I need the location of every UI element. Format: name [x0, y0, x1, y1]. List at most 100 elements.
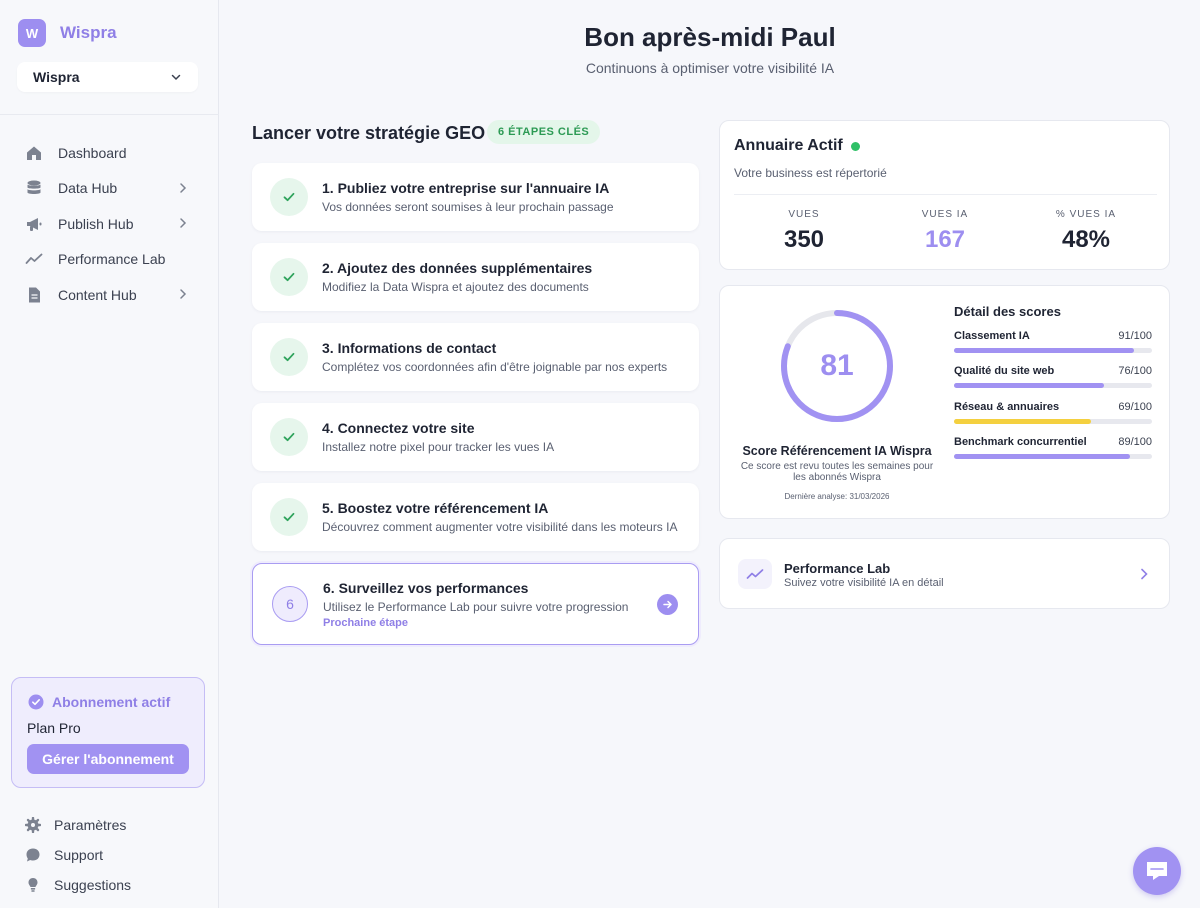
stat-label: VUES IA [921, 209, 969, 220]
arrow-right-icon[interactable] [657, 594, 678, 615]
check-icon [270, 338, 308, 376]
next-step-label: Prochaine étape [323, 617, 408, 629]
score-detail-score: 91/100 [1118, 330, 1152, 342]
sidebar-item-suggestions[interactable]: Suggestions [24, 870, 131, 900]
sidebar-item-support[interactable]: Support [24, 840, 131, 870]
sidebar-item-label: Performance Lab [58, 251, 166, 268]
steps-list: 1. Publiez votre entreprise sur l'annuai… [252, 163, 699, 657]
directory-title: Annuaire Actif [734, 137, 860, 155]
step-description: Utilisez le Performance Lab pour suivre … [323, 600, 629, 614]
step-card[interactable]: 3. Informations de contact Complétez vos… [252, 323, 699, 391]
directory-title-text: Annuaire Actif [734, 137, 843, 154]
step-card[interactable]: 4. Connectez votre site Installez notre … [252, 403, 699, 471]
page-subtitle: Continuons à optimiser votre visibilité … [585, 60, 835, 76]
sidebar-item-dashboard[interactable]: Dashboard [24, 135, 194, 171]
step-title: 3. Informations de contact [322, 340, 497, 356]
score-title: Score Référencement IA Wispra [742, 444, 932, 458]
chevron-down-icon [171, 74, 181, 81]
progress-track [954, 419, 1152, 424]
gear-icon [24, 816, 42, 834]
score-detail-row: Réseau & annuaires 69/100 [954, 401, 1152, 431]
stat-ai-views-percent: % VUES IA 48% [1016, 209, 1156, 254]
progress-fill [954, 383, 1105, 388]
step-description: Vos données seront soumises à leur proch… [322, 200, 614, 214]
score-detail-name: Classement IA [954, 330, 1030, 342]
step-card[interactable]: 2. Ajoutez des données supplémentaires M… [252, 243, 699, 311]
score-details-title: Détail des scores [954, 304, 1061, 319]
steps-badge: 6 ÉTAPES CLÉS [487, 120, 601, 144]
stat-label: % VUES IA [1055, 209, 1117, 220]
step-description: Installez notre pixel pour tracker les v… [322, 440, 555, 454]
sidebar-item-label: Dashboard [58, 144, 127, 161]
performance-lab-description: Suivez votre visibilité IA en détail [784, 577, 944, 589]
step-title: 4. Connectez votre site [322, 420, 475, 436]
performance-lab-card[interactable]: Performance Lab Suivez votre visibilité … [719, 538, 1170, 609]
step-title: 2. Ajoutez des données supplémentaires [322, 260, 593, 276]
sidebar-item-label: Paramètres [54, 817, 127, 833]
brand-logo: W [18, 19, 46, 47]
sidebar-item-label: Data Hub [58, 180, 118, 197]
performance-lab-title: Performance Lab [784, 561, 891, 576]
brand-name: Wispra [60, 23, 117, 42]
trend-icon [24, 249, 44, 269]
megaphone-icon [24, 214, 44, 234]
step-description: Modifiez la Data Wispra et ajoutez des d… [322, 280, 589, 294]
progress-track [954, 454, 1152, 459]
workspace-name: Wispra [33, 69, 80, 85]
step-title: 6. Surveillez vos performances [323, 580, 529, 596]
home-icon [24, 143, 44, 163]
step-card[interactable]: 5. Boostez votre référencement IA Découv… [252, 483, 699, 551]
sidebar-item-content-hub[interactable]: Content Hub [24, 277, 194, 313]
check-icon [270, 418, 308, 456]
sidebar-item-data-hub[interactable]: Data Hub [24, 171, 194, 207]
step-title: 5. Boostez votre référencement IA [322, 500, 549, 516]
sidebar-item-performance-lab[interactable]: Performance Lab [24, 242, 194, 278]
sidebar: W Wispra Wispra Dashboard Data Hub Publi… [0, 0, 219, 908]
stat-ai-views: VUES IA 167 [875, 209, 1015, 254]
brand[interactable]: W Wispra [18, 19, 117, 47]
check-icon [270, 498, 308, 536]
trend-icon [738, 559, 772, 589]
progress-track [954, 383, 1152, 388]
stat-views: VUES 350 [734, 209, 874, 254]
check-icon [270, 258, 308, 296]
page-title: Bon après-midi Paul [584, 22, 836, 52]
score-value: 81 [820, 349, 854, 382]
document-icon [24, 285, 44, 305]
directory-card: Annuaire Actif Votre business est répert… [719, 120, 1170, 270]
sidebar-item-label: Publish Hub [58, 215, 134, 232]
stat-value: 167 [924, 226, 966, 253]
step-description: Complétez vos coordonnées afin d'être jo… [322, 360, 668, 374]
subscription-title-text: Abonnement actif [52, 694, 171, 710]
chat-button[interactable] [1133, 847, 1181, 895]
score-detail-name: Réseau & annuaires [954, 401, 1060, 413]
manage-subscription-button[interactable]: Gérer l'abonnement [27, 744, 189, 774]
score-detail-score: 76/100 [1118, 365, 1152, 377]
sidebar-item-label: Suggestions [54, 877, 132, 893]
sidebar-item-settings[interactable]: Paramètres [24, 810, 131, 840]
chevron-right-icon [1141, 568, 1148, 580]
chevron-right-icon [180, 218, 187, 228]
progress-fill [954, 348, 1135, 353]
stat-value: 350 [783, 226, 825, 253]
score-card: 81 Score Référencement IA Wispra Ce scor… [719, 285, 1170, 519]
step-card[interactable]: 1. Publiez votre entreprise sur l'annuai… [252, 163, 699, 231]
step-card-active[interactable]: 6 6. Surveillez vos performances Utilise… [252, 563, 699, 645]
workspace-selector[interactable]: Wispra [17, 62, 198, 92]
lightbulb-icon [24, 876, 42, 894]
score-description: Ce score est revu toutes les semaines po… [740, 461, 934, 483]
gauge-arc [781, 310, 893, 422]
score-detail-row: Qualité du site web 76/100 [954, 365, 1152, 395]
subscription-title: Abonnement actif [28, 694, 170, 710]
step-number: 6 [272, 586, 308, 622]
sidebar-item-label: Support [54, 847, 104, 863]
stat-label: VUES [788, 209, 820, 220]
chevron-right-icon [180, 289, 187, 299]
sidebar-item-publish-hub[interactable]: Publish Hub [24, 206, 194, 242]
database-icon [24, 178, 44, 198]
check-circle-icon [28, 694, 44, 710]
score-detail-row: Classement IA 91/100 [954, 330, 1152, 360]
stat-value: 48% [1061, 226, 1111, 253]
directory-subtitle: Votre business est répertorié [734, 166, 887, 180]
divider [734, 194, 1157, 195]
